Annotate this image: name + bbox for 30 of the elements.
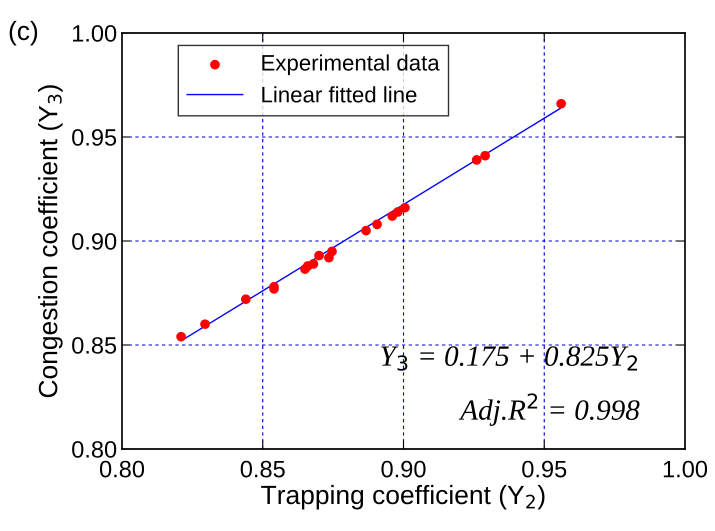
y-tick-label: 0.85 [72, 337, 116, 354]
point [241, 294, 251, 304]
y-tick-label: 0.95 [72, 129, 116, 146]
text: (c) [10, 20, 38, 46]
x-tick-label: 0.85 [240, 460, 285, 478]
x-tick-label: 0.95 [522, 460, 566, 478]
point [400, 202, 410, 213]
x-axis-title: Trapping coefficient (Y$_{2}$) [261, 484, 544, 510]
x-tick-label: 0.80 [100, 460, 144, 478]
annotation: Adj.R$^{2}$ = 0.998 [458, 393, 640, 426]
point [480, 150, 490, 161]
point [308, 259, 318, 269]
y-tick-label: 0.90 [72, 233, 116, 250]
point [314, 250, 324, 260]
point [176, 332, 186, 342]
point [200, 319, 210, 330]
point [393, 207, 403, 217]
x-tick-label: 1.00 [664, 460, 708, 478]
y-axis-title: Congestion coefficient (Y$_{3}$) [38, 85, 63, 398]
annotation: Y$_{3}$ = 0.175 + 0.825Y$_{2}$ [381, 346, 638, 371]
y-tick-label: 0.80 [72, 441, 116, 458]
point [472, 155, 482, 165]
point [372, 220, 382, 230]
x-tick-label: 0.90 [381, 460, 426, 478]
legend-label: Experimental data [262, 54, 440, 76]
point [556, 98, 566, 109]
point [361, 226, 371, 236]
point [327, 246, 337, 256]
y-tick-label: 1.00 [72, 25, 116, 42]
legend-label: Linear fitted line [262, 86, 416, 103]
